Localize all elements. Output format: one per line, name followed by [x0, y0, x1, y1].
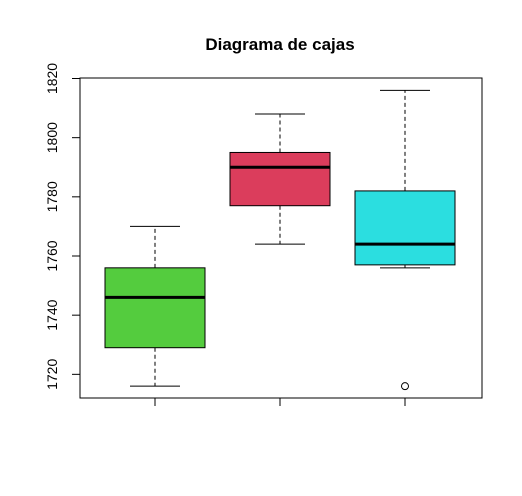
y-tick-label: 1800	[44, 122, 60, 153]
y-tick-label: 1820	[44, 63, 60, 94]
iqr-box	[229, 151, 331, 207]
iqr-box	[104, 267, 206, 349]
y-axis: 1720 1740 1760 1780 1800 1820	[44, 63, 81, 390]
box-group-3	[354, 89, 456, 391]
chart-title: Diagrama de cajas	[205, 35, 354, 54]
boxes-group	[104, 89, 456, 391]
box-group-2	[229, 113, 331, 245]
y-tick-label: 1740	[44, 299, 60, 330]
outlier-point	[401, 382, 409, 391]
y-tick-label: 1780	[44, 181, 60, 212]
x-axis	[154, 397, 406, 406]
box-group-1	[104, 225, 206, 387]
iqr-box	[354, 190, 456, 266]
y-tick-label: 1760	[44, 240, 60, 271]
y-tick-label: 1720	[44, 359, 60, 390]
